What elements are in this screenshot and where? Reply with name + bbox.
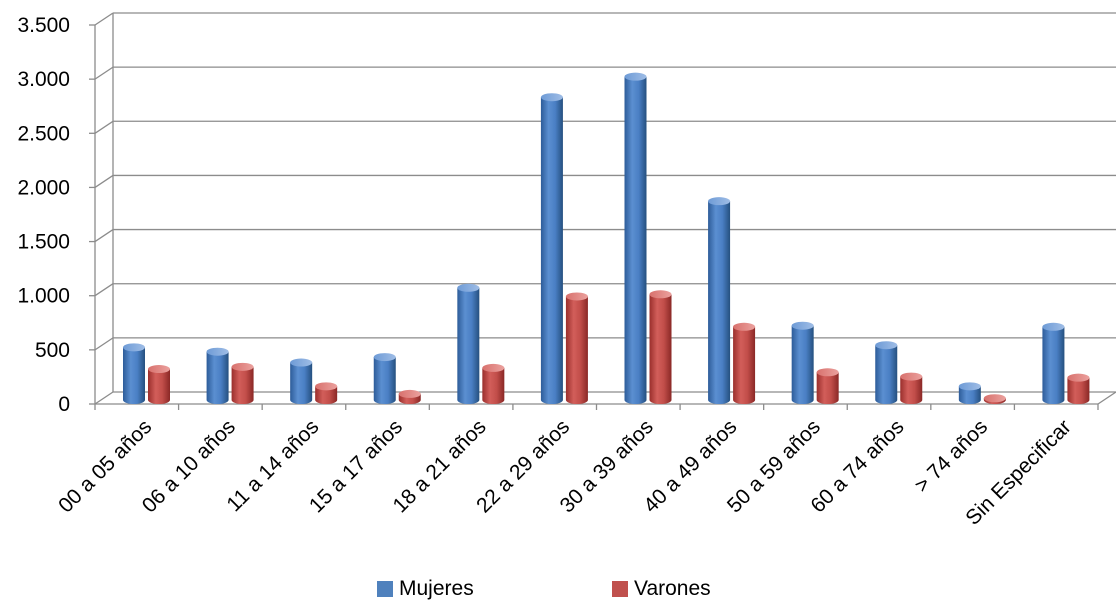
legend-swatch-mujeres [377, 581, 393, 597]
y-tick-label: 2.500 [17, 122, 70, 145]
gridline-depth [94, 229, 114, 243]
bar-mujeres [373, 353, 396, 404]
gridline-depth [94, 12, 114, 26]
x-axis-depth [1097, 391, 1116, 405]
bar-mujeres [290, 358, 313, 404]
gridline-depth [94, 391, 114, 405]
bar-varones [565, 292, 588, 404]
gridline-depth [94, 174, 114, 188]
gridline-depth [94, 66, 114, 80]
legend-label-varones: Varones [634, 577, 711, 600]
legend-item-mujeres: Mujeres [377, 578, 474, 600]
bar-mujeres [540, 93, 563, 404]
bar-varones [649, 290, 672, 404]
bar-varones [1067, 373, 1090, 404]
bar-mujeres [206, 347, 229, 404]
bar-mujeres [1042, 322, 1065, 404]
legend: Mujeres Varones [0, 576, 1116, 602]
legend-label-mujeres: Mujeres [399, 577, 474, 600]
bar-mujeres [708, 197, 731, 404]
bar-mujeres [624, 72, 647, 404]
bar-varones [900, 372, 923, 404]
bar-varones [816, 368, 839, 404]
gridline-depth [94, 337, 114, 351]
y-tick-label: 0 [58, 393, 70, 416]
y-tick-label: 3.000 [17, 68, 70, 91]
bar-varones [231, 362, 254, 404]
x-tick-label: > 74 años [910, 415, 992, 497]
y-tick-label: 2.000 [17, 176, 70, 199]
gridline-depth [94, 283, 114, 297]
bar-mujeres [958, 382, 981, 404]
y-tick-label: 3.500 [17, 14, 70, 37]
y-tick-label: 500 [35, 339, 70, 362]
bar-varones [733, 322, 756, 404]
bar-varones [398, 389, 421, 404]
bar-mujeres [457, 283, 480, 404]
y-tick-label: 1.000 [17, 285, 70, 308]
bar-mujeres [123, 343, 145, 404]
gridline-depth [94, 120, 114, 134]
bar-mujeres [791, 321, 814, 404]
legend-item-varones: Varones [612, 578, 711, 600]
bar-varones [148, 365, 170, 404]
bar-varones [482, 363, 505, 404]
bar-varones [983, 394, 1006, 404]
bar-mujeres [875, 341, 898, 404]
legend-swatch-varones [612, 581, 628, 597]
bar-varones [315, 382, 338, 404]
y-tick-label: 1.500 [17, 231, 70, 254]
